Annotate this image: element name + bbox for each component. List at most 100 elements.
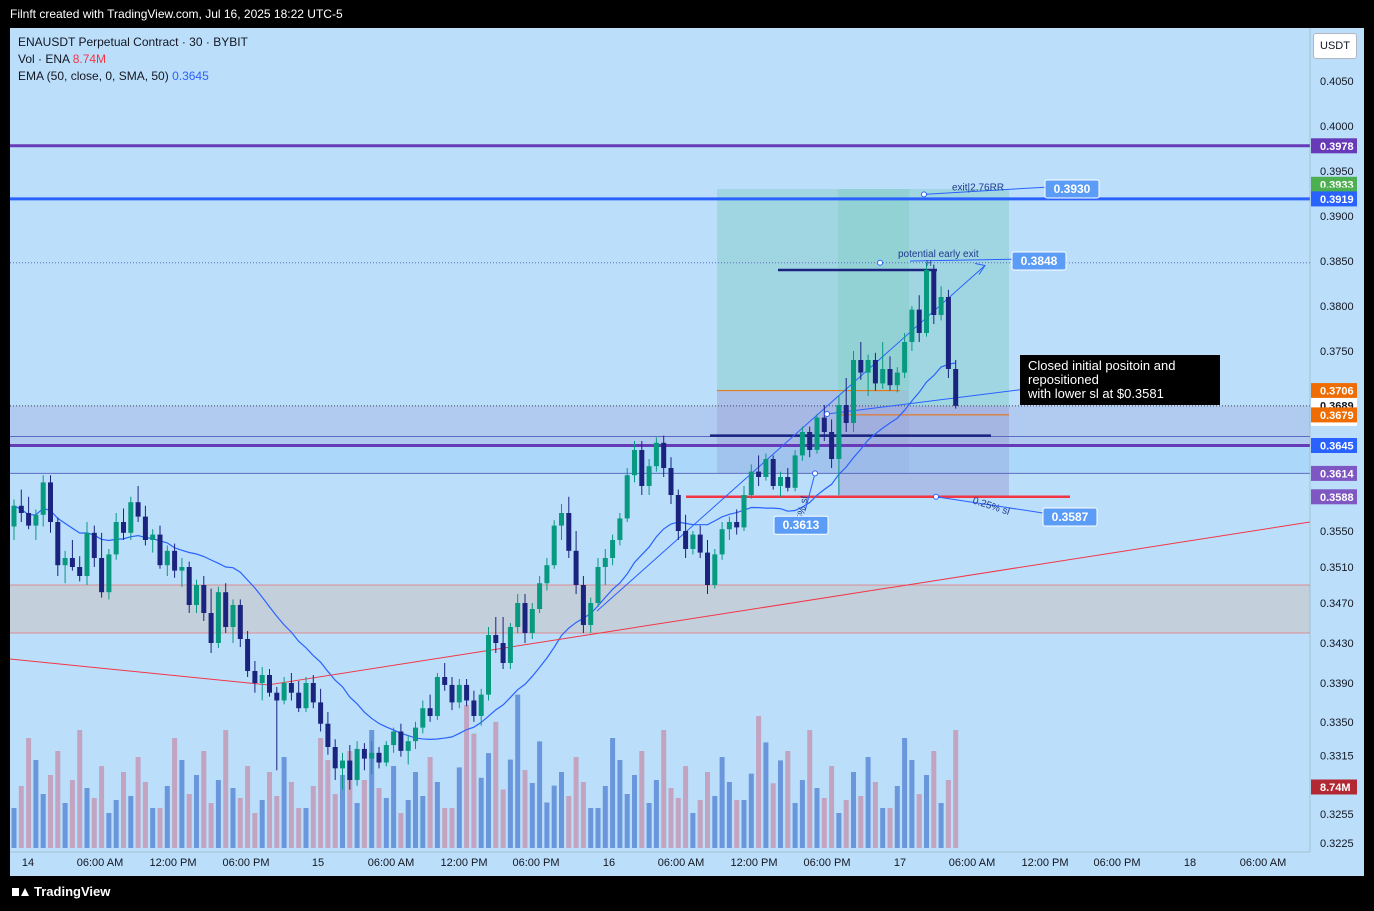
volume-bar — [18, 786, 24, 848]
chart-frame[interactable]: exit|2.76RR potential early exit H 0.25% sl… — [10, 28, 1364, 876]
candle-body — [734, 522, 740, 528]
chart-legend: ENAUSDT Perpetual Contract · 30 · BYBIT … — [18, 34, 248, 85]
price-tick-label: 0.3510 — [1320, 562, 1354, 574]
price-badge: 0.3919 — [1320, 194, 1354, 206]
volume-bar — [398, 813, 404, 848]
volume-bar — [799, 780, 805, 848]
currency-button[interactable]: USDT — [1313, 33, 1357, 59]
candle-body — [471, 700, 477, 716]
early-exit-label: potential early exit — [898, 249, 979, 260]
candle-body — [639, 450, 645, 486]
trade-note-callout: Closed initial positoin and repositioned… — [1020, 355, 1220, 405]
time-tick-label: 06:00 PM — [222, 857, 269, 869]
volume-bar — [683, 766, 689, 848]
price-tick-label: 0.3350 — [1320, 717, 1354, 729]
volume-bar — [748, 773, 754, 848]
callout-line-2: repositioned — [1028, 372, 1099, 387]
volume-bar — [310, 786, 316, 848]
exit-label: exit|2.76RR — [952, 182, 1004, 193]
candle-body — [719, 529, 725, 555]
legend-ema-value: 0.3645 — [172, 69, 209, 83]
volume-bar — [537, 741, 543, 848]
candle-body — [281, 683, 287, 701]
volume-bar — [179, 760, 185, 848]
candle-body — [383, 745, 389, 763]
volume-bar — [113, 800, 119, 848]
price-badge-bg — [1311, 138, 1357, 154]
candle-body — [442, 677, 448, 685]
price-tick-label: 0.3800 — [1320, 301, 1354, 313]
volume-bar — [887, 808, 893, 848]
volume-bar — [559, 772, 564, 848]
volume-bar — [726, 782, 732, 848]
volume-bar — [26, 738, 32, 848]
candle-body — [559, 513, 564, 526]
candle-body — [500, 643, 506, 663]
candle-body — [40, 482, 46, 515]
volume-bar — [836, 813, 842, 848]
candle-body — [646, 466, 652, 486]
candle-body — [259, 675, 265, 683]
legend-volume: Vol · ENA 8.74M — [18, 51, 248, 68]
candle-body — [653, 442, 659, 467]
candle-body — [172, 550, 178, 571]
candle-body — [478, 694, 484, 716]
volume-bar — [829, 766, 835, 848]
candle-body — [544, 565, 550, 584]
candle-body — [55, 522, 61, 566]
time-tick-label: 06:00 AM — [77, 857, 123, 869]
volume-bar — [106, 813, 112, 848]
price-badge-bg — [1311, 191, 1357, 207]
volume-bar — [332, 794, 338, 848]
candle-body — [778, 477, 783, 486]
volume-bar — [296, 808, 302, 848]
candle-body — [237, 605, 243, 639]
candle-body — [588, 603, 594, 625]
candle-body — [121, 522, 126, 533]
volume-bar — [11, 808, 17, 848]
volume-bar — [792, 803, 798, 848]
volume-bar — [347, 751, 353, 848]
price-badge: 0.3645 — [1320, 441, 1354, 453]
candle-body — [726, 522, 732, 530]
volume-bar — [785, 751, 791, 848]
time-tick-label: 06:00 AM — [1240, 857, 1286, 869]
volume-bar — [566, 796, 572, 848]
volume-bar — [741, 800, 747, 848]
volume-bar — [135, 757, 141, 848]
candle-body — [252, 671, 258, 683]
volume-bar — [909, 760, 915, 848]
volume-bar — [624, 794, 630, 848]
candle-body — [318, 702, 324, 724]
volume-bar — [361, 780, 367, 848]
volume-bar — [288, 782, 294, 848]
volume-bar — [500, 789, 506, 848]
trendline-arrow-head — [974, 263, 986, 275]
volume-bar — [675, 798, 681, 848]
candle-body — [610, 540, 616, 558]
candle-body — [814, 417, 820, 450]
candle-body — [953, 369, 959, 406]
candle-body — [303, 683, 309, 709]
price-tick-label: 0.3390 — [1320, 678, 1354, 690]
tradingview-logo[interactable]: TradingView — [12, 884, 110, 899]
candle-body — [296, 692, 302, 709]
candle-body — [624, 475, 630, 519]
price-tick-label: 0.4000 — [1320, 121, 1354, 133]
candle-body — [894, 372, 900, 386]
candle-body — [661, 442, 667, 468]
candle-body — [288, 683, 294, 693]
callout-line-1: Closed initial positoin and — [1028, 358, 1176, 373]
candle-body — [179, 567, 185, 571]
badge-sl-left-bg — [773, 515, 829, 535]
candle-body — [420, 708, 426, 728]
volume-bar — [442, 808, 448, 848]
candle-body — [391, 731, 397, 746]
price-badge-bg — [1311, 465, 1357, 481]
stop-zone-new — [838, 405, 1009, 497]
sl-label-right: 0.25% sl — [971, 495, 1011, 517]
volume-bar — [230, 788, 236, 848]
time-tick-label: 12:00 PM — [440, 857, 487, 869]
volume-bar — [588, 808, 594, 848]
